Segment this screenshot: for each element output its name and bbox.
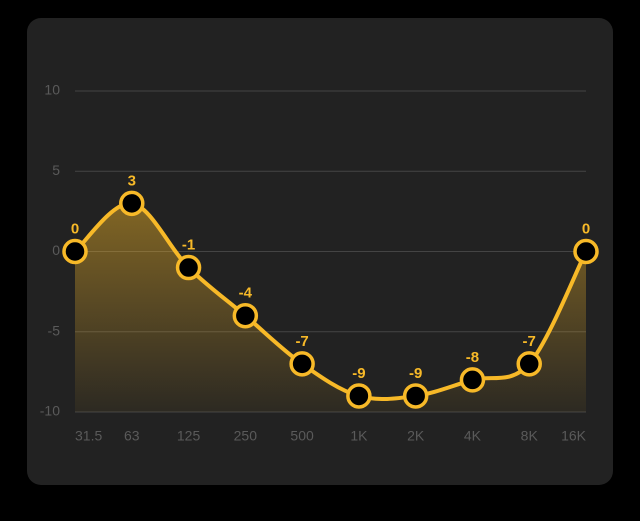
y-tick-label: -5 bbox=[48, 322, 61, 338]
data-label: -9 bbox=[352, 365, 365, 382]
x-tick-label: 16K bbox=[561, 428, 587, 444]
data-label: -7 bbox=[523, 333, 536, 350]
line bbox=[73, 201, 588, 402]
x-tick-label: 2K bbox=[407, 428, 425, 444]
point bbox=[573, 238, 599, 265]
x-tick-label: 250 bbox=[234, 428, 258, 444]
data-label: -7 bbox=[295, 333, 308, 350]
data-label: 0 bbox=[582, 220, 590, 237]
point bbox=[516, 351, 542, 377]
data-label: -4 bbox=[239, 285, 253, 302]
point bbox=[232, 302, 259, 329]
x-tick-label: 4K bbox=[464, 428, 482, 444]
data-label: -9 bbox=[409, 365, 422, 382]
y-tick-label: 0 bbox=[52, 242, 60, 258]
x-tick-label: 125 bbox=[177, 428, 201, 444]
data-label: -8 bbox=[466, 349, 479, 366]
y-tick-label: 10 bbox=[44, 82, 60, 98]
data-label: 3 bbox=[128, 172, 136, 189]
x-tick-label: 63 bbox=[124, 428, 140, 444]
x-tick-label: 1K bbox=[350, 428, 368, 444]
point bbox=[289, 351, 315, 377]
point bbox=[175, 254, 202, 281]
x-tick-label: 500 bbox=[290, 428, 314, 444]
y-tick-label: 5 bbox=[52, 162, 60, 178]
data-label: 0 bbox=[71, 220, 79, 237]
point bbox=[459, 367, 486, 393]
point bbox=[62, 238, 88, 265]
x-tick-label: 31.5 bbox=[75, 428, 102, 444]
data-label: -1 bbox=[182, 237, 195, 254]
point bbox=[346, 383, 372, 409]
y-tick-label: -10 bbox=[40, 403, 60, 419]
point bbox=[119, 190, 145, 217]
point bbox=[402, 383, 429, 409]
area bbox=[75, 203, 586, 412]
x-tick-label: 8K bbox=[521, 428, 539, 444]
